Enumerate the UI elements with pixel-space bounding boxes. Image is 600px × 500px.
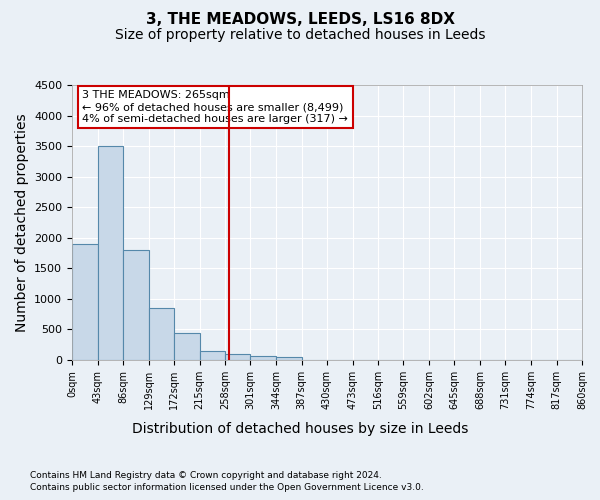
Text: Size of property relative to detached houses in Leeds: Size of property relative to detached ho… <box>115 28 485 42</box>
Bar <box>251 356 276 360</box>
Bar <box>276 357 302 360</box>
Y-axis label: Number of detached properties: Number of detached properties <box>14 113 29 332</box>
Text: Distribution of detached houses by size in Leeds: Distribution of detached houses by size … <box>132 422 468 436</box>
Text: 3, THE MEADOWS, LEEDS, LS16 8DX: 3, THE MEADOWS, LEEDS, LS16 8DX <box>146 12 455 28</box>
Bar <box>149 308 174 360</box>
Text: 3 THE MEADOWS: 265sqm
← 96% of detached houses are smaller (8,499)
4% of semi-de: 3 THE MEADOWS: 265sqm ← 96% of detached … <box>82 90 348 124</box>
Bar <box>199 351 225 360</box>
Bar <box>225 354 251 360</box>
Bar <box>174 332 199 360</box>
Bar <box>72 244 97 360</box>
Bar <box>123 250 149 360</box>
Bar <box>97 146 123 360</box>
Text: Contains HM Land Registry data © Crown copyright and database right 2024.: Contains HM Land Registry data © Crown c… <box>30 471 382 480</box>
Text: Contains public sector information licensed under the Open Government Licence v3: Contains public sector information licen… <box>30 484 424 492</box>
